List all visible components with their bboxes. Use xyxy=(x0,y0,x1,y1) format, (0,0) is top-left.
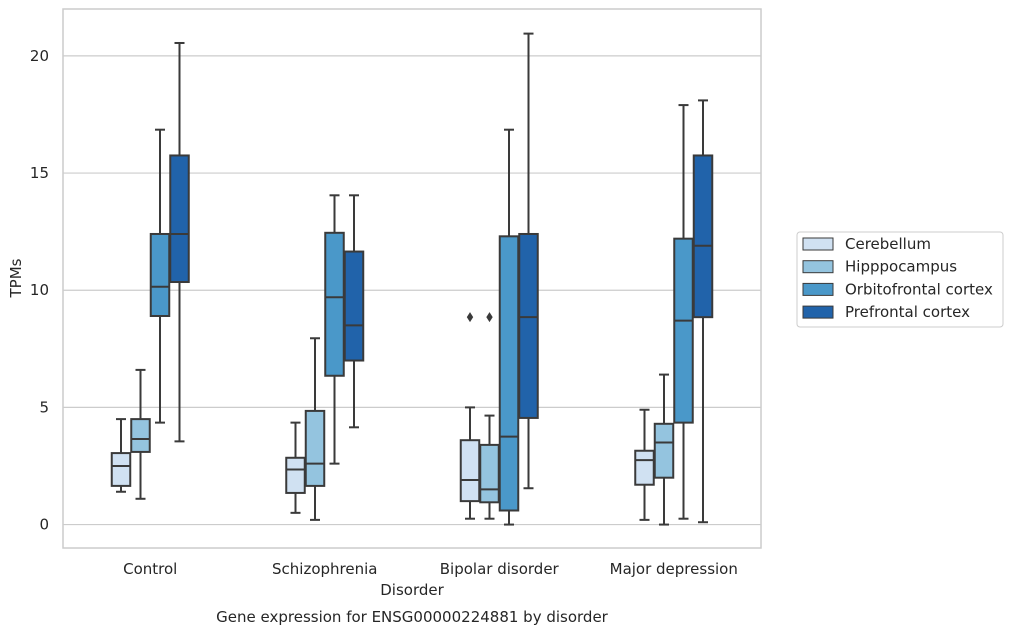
x-tick-labels: Control Schizophrenia Bipolar disorder Majo… xyxy=(123,560,738,578)
box-body xyxy=(653,422,675,479)
legend-label: Hipppocampus xyxy=(845,258,957,276)
box-body xyxy=(692,154,714,319)
legend-frame xyxy=(796,231,1004,328)
box xyxy=(634,408,655,521)
y-tick-label: 20 xyxy=(30,47,49,65)
box-body xyxy=(110,452,132,487)
x-tick-label: Control xyxy=(123,560,177,578)
box-body xyxy=(169,154,190,284)
y-tick-label: 0 xyxy=(39,516,49,534)
box-body xyxy=(673,237,694,424)
legend-swatch xyxy=(802,305,834,319)
box xyxy=(324,194,345,465)
box xyxy=(653,373,675,526)
series-cerebellum xyxy=(110,312,655,521)
box-body xyxy=(324,231,345,377)
box-body xyxy=(459,439,481,503)
box-body xyxy=(285,456,306,494)
box-body xyxy=(343,250,365,362)
x-tick-label: Bipolar disorder xyxy=(440,560,560,578)
x-axis-label: Disorder xyxy=(380,581,444,599)
box xyxy=(149,128,171,424)
legend-item: Prefrontal cortex xyxy=(802,303,970,321)
box-body xyxy=(634,449,655,486)
box-series xyxy=(110,32,714,526)
legend: Cerebellum Hipppocampus Orbitofrontal cort… xyxy=(796,231,1004,328)
series-hipppocampus xyxy=(130,312,675,526)
box-body xyxy=(479,443,500,504)
box xyxy=(304,337,326,521)
outlier-marker xyxy=(486,312,493,323)
legend-label: Cerebellum xyxy=(845,235,931,253)
legend-swatch xyxy=(802,282,834,296)
series-prefrontal-cortex xyxy=(169,32,714,524)
y-tick-labels: 0 5 10 15 20 xyxy=(30,47,49,534)
box-body xyxy=(149,232,171,317)
box xyxy=(518,32,539,490)
box xyxy=(110,418,132,493)
legend-label: Prefrontal cortex xyxy=(845,303,970,321)
legend-item: Hipppocampus xyxy=(802,258,957,276)
box-body xyxy=(130,418,151,453)
box-body xyxy=(498,235,520,512)
legend-swatch xyxy=(802,260,834,274)
y-tick-label: 5 xyxy=(39,398,49,416)
legend-label: Orbitofrontal cortex xyxy=(845,280,993,298)
box xyxy=(169,41,190,443)
box xyxy=(673,104,694,520)
legend-item: Orbitofrontal cortex xyxy=(802,280,993,298)
legend-item: Cerebellum xyxy=(802,235,931,253)
box-body xyxy=(304,409,326,487)
plot-frame xyxy=(62,8,762,549)
x-tick-label: Major depression xyxy=(610,560,738,578)
box xyxy=(692,99,714,524)
outlier-marker xyxy=(466,312,474,323)
legend-items: Cerebellum Hipppocampus Orbitofrontal cort… xyxy=(802,235,993,321)
box xyxy=(343,194,365,429)
chart-caption: Gene expression for ENSG00000224881 by d… xyxy=(216,608,609,626)
x-tick-label: Schizophrenia xyxy=(272,560,377,578)
y-tick-label: 10 xyxy=(30,281,49,299)
series-orbitofrontal-cortex xyxy=(149,104,694,526)
box-body xyxy=(518,232,539,419)
box xyxy=(130,368,151,500)
y-axis-label: TPMs xyxy=(7,258,25,298)
y-tick-label: 15 xyxy=(30,164,49,182)
box xyxy=(285,421,306,514)
legend-swatch xyxy=(802,237,834,251)
